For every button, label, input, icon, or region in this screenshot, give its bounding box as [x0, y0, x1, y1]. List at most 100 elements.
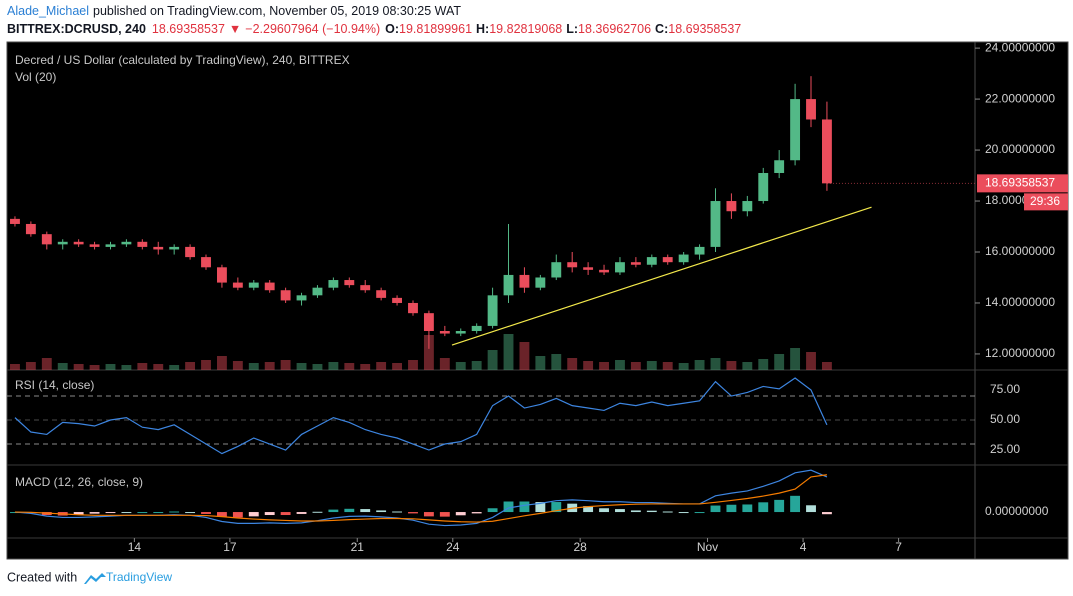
candle-body	[535, 277, 546, 288]
volume-bar	[137, 363, 148, 370]
countdown: 29:36	[1030, 194, 1060, 208]
candle-body	[790, 99, 801, 161]
footer-text: Created with	[7, 570, 77, 584]
volume-bar	[662, 362, 673, 370]
candle-body	[806, 99, 816, 120]
volume-bar	[360, 364, 371, 370]
macd-histogram-bar	[121, 512, 132, 514]
macd-histogram-bar	[487, 508, 498, 513]
candle-body	[360, 285, 371, 291]
volume-bar	[25, 362, 36, 370]
volume-bar	[455, 362, 466, 370]
volume-bar	[121, 365, 132, 370]
rsi-tick-label: 50.00	[990, 412, 1020, 426]
volume-bar	[694, 360, 705, 370]
macd-histogram-bar	[790, 495, 801, 513]
macd-histogram-bar	[169, 511, 180, 513]
candle-body	[41, 234, 52, 245]
macd-histogram-bar	[599, 508, 609, 513]
plot	[10, 76, 872, 370]
x-tick-label: 4	[800, 540, 807, 554]
y-tick-label: 14.00000000	[985, 295, 1055, 309]
ohlc-value: 18.69358537	[668, 22, 741, 36]
candle-body	[678, 254, 689, 263]
symbol-line: BITTREX:DCRUSD, 240 18.69358537 ▼ −2.296079…	[7, 22, 741, 36]
candle-body	[455, 331, 466, 334]
ohlc-value: 18.36962706	[578, 22, 651, 36]
macd-histogram-bar	[439, 512, 450, 517]
volume-bar	[471, 361, 482, 370]
candle-body	[153, 246, 164, 250]
macd-histogram-bar	[137, 512, 148, 514]
last-price-badge	[977, 174, 1068, 193]
candle-body	[248, 282, 259, 288]
rsi-tick-label: 25.00	[990, 442, 1020, 456]
candle-body	[392, 297, 403, 303]
macd-histogram-bar	[89, 512, 100, 514]
x-tick-label: 14	[128, 540, 142, 554]
last-price-label: 18.69358537	[985, 176, 1055, 190]
macd-histogram-bar	[726, 504, 737, 513]
ohlc-value: 19.82819068	[489, 22, 562, 36]
last-price: 18.69358537	[152, 22, 225, 36]
macd-histogram-bar	[551, 502, 562, 513]
macd-histogram-bar	[232, 512, 243, 518]
countdown-badge	[1024, 193, 1068, 211]
volume-bar	[630, 362, 641, 370]
macd-histogram-bar	[774, 499, 785, 513]
candle-body	[296, 295, 307, 301]
volume-bar	[57, 363, 68, 370]
x-tick-label: Nov	[697, 540, 718, 554]
candle-body	[774, 160, 785, 173]
volume-bar	[280, 360, 291, 370]
publish-line: Alade_Michael published on TradingView.co…	[7, 4, 461, 18]
candle-body	[121, 241, 132, 245]
y-tick-label: 16.00000000	[985, 244, 1055, 258]
macd-histogram-bar	[503, 501, 514, 513]
volume-bar	[328, 362, 339, 370]
volume-bar	[169, 365, 180, 370]
volume-bar	[806, 352, 816, 370]
volume-bar	[73, 364, 84, 370]
tradingview-logo[interactable]: TradingView	[84, 570, 172, 584]
candle-body	[758, 172, 769, 202]
candle-body	[646, 257, 657, 265]
macd-histogram-bar	[73, 512, 84, 515]
macd-histogram-bar	[630, 510, 641, 513]
volume-bar	[185, 362, 196, 370]
volume-bar	[423, 335, 434, 370]
candle-body	[423, 313, 434, 332]
symbol: BITTREX:DCRUSD, 240	[7, 22, 146, 36]
macd-histogram-bar	[583, 506, 594, 513]
macd-histogram-bar	[678, 512, 689, 514]
macd-histogram-bar	[455, 512, 466, 516]
candle-body	[280, 290, 291, 301]
change-arrow: ▼	[229, 22, 241, 36]
candle-body	[169, 246, 180, 250]
candle-body	[567, 262, 578, 268]
candle-body	[312, 287, 323, 296]
candle-body	[232, 282, 243, 288]
rsi-line	[14, 377, 828, 455]
macd-histogram-bar	[535, 502, 546, 513]
macd-histogram-bar	[280, 512, 291, 516]
candle-body	[105, 244, 116, 247]
x-tick-label: 28	[573, 540, 587, 554]
candle-body	[599, 269, 609, 273]
volume-bar	[89, 365, 100, 370]
candle-body	[694, 246, 705, 255]
macd-histogram-bar	[201, 512, 211, 514]
chart-background	[6, 41, 1069, 560]
author[interactable]: Alade_Michael	[7, 4, 89, 18]
volume-bar	[519, 342, 530, 370]
macd-histogram-bar	[376, 510, 387, 513]
volume-bar	[821, 362, 832, 370]
volume-bar	[392, 363, 403, 370]
volume-bar	[790, 348, 801, 370]
volume-bar	[742, 362, 753, 370]
candle-body	[439, 331, 450, 334]
volume-bar	[105, 364, 116, 370]
macd-histogram-bar	[662, 511, 673, 513]
volume-bar	[678, 363, 689, 370]
